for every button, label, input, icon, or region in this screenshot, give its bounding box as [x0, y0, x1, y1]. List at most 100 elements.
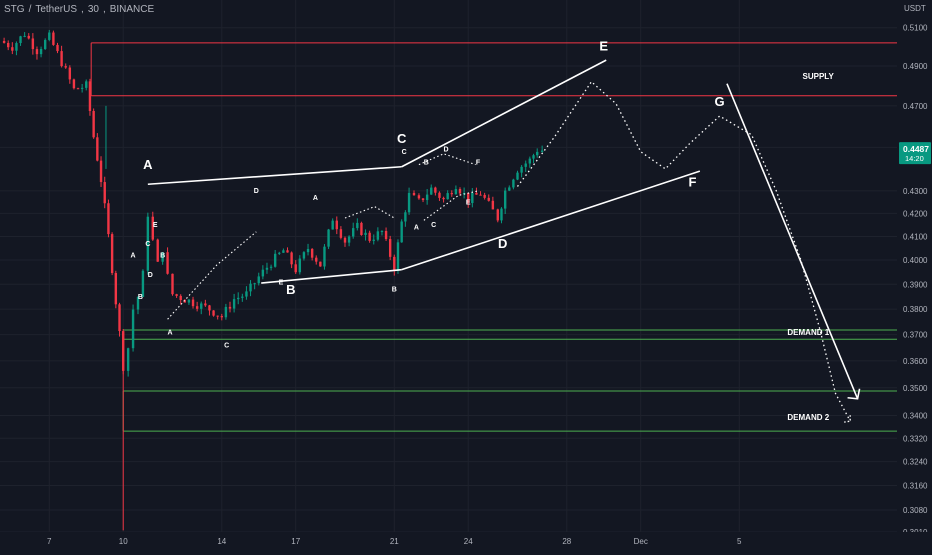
candle-body: [458, 189, 462, 194]
candle-body: [442, 197, 445, 200]
candle-body: [156, 239, 159, 262]
candle-body: [364, 232, 367, 235]
candle-body: [396, 242, 400, 271]
current-price-value: 0.4487: [903, 144, 929, 154]
candle-body: [43, 39, 47, 50]
price-axis-currency: USDT: [904, 4, 926, 13]
time-tick-label: 5: [737, 537, 742, 546]
candle-body: [282, 250, 285, 253]
price-tick-label: 0.4200: [903, 209, 928, 218]
candle-body: [261, 269, 265, 277]
price-axis[interactable]: USDT0.51000.49000.47000.45000.43000.4200…: [897, 0, 932, 550]
wave-label-minor: E: [153, 222, 158, 229]
candle-body: [425, 194, 429, 201]
candle-body: [39, 49, 43, 55]
candle-body: [306, 248, 310, 253]
candle-body: [68, 67, 72, 80]
triangle-top: [147, 165, 402, 186]
symbol-separator: /: [28, 4, 32, 15]
current-price-tag: [899, 142, 931, 165]
symbol-interval[interactable]: 30: [87, 4, 99, 15]
wave-label-minor: B: [138, 294, 143, 301]
candle-body: [380, 230, 384, 232]
candle-body: [331, 220, 334, 230]
time-axis-background: [0, 532, 932, 550]
channel-bottom: [401, 170, 701, 271]
candle-body: [7, 42, 10, 48]
candle-body: [191, 299, 195, 307]
candle-body: [536, 151, 539, 156]
price-tick-label: 0.3500: [903, 384, 928, 393]
candle-body: [400, 221, 403, 243]
candle-body: [347, 236, 351, 243]
candle-body: [388, 239, 392, 257]
candle-body: [450, 193, 453, 195]
price-tick-label: 0.4700: [903, 102, 928, 111]
candle-body: [72, 79, 76, 89]
candle-body: [434, 187, 437, 193]
candle-body: [56, 44, 59, 52]
candle-body: [384, 230, 388, 240]
price-tick-label: 0.3700: [903, 331, 928, 340]
candle-body: [393, 256, 396, 271]
candle-body: [216, 315, 219, 317]
price-tick-label: 0.4000: [903, 256, 928, 265]
wave-label-major: B: [286, 282, 295, 297]
symbol-exchange[interactable]: BINANCE: [109, 4, 155, 15]
candle-countdown: 14:20: [905, 154, 924, 163]
candle-body: [19, 36, 22, 44]
candle-body: [412, 192, 416, 196]
candle-body: [141, 270, 145, 297]
candle-body: [372, 239, 375, 241]
wave-label-minor: A: [414, 224, 419, 231]
candle-body: [516, 172, 519, 180]
candle-body: [237, 297, 240, 300]
time-axis[interactable]: 7 10 14 17 21 24 28 Dec 5: [0, 532, 932, 550]
time-tick-label: 10: [119, 537, 128, 546]
candle-body: [512, 179, 515, 188]
time-tick-label: 24: [464, 537, 473, 546]
candle-body: [467, 192, 470, 204]
candle-body: [508, 187, 511, 191]
candle-body: [245, 291, 248, 297]
candle-body: [126, 348, 130, 371]
candle-body: [438, 192, 441, 198]
wave-label-minor: E: [466, 199, 471, 206]
time-tick-label: 7: [47, 537, 52, 546]
candle-body: [114, 273, 118, 305]
candle-body: [278, 252, 281, 254]
wave-label-minor: E: [279, 279, 284, 286]
wave-label-minor: B: [424, 160, 429, 167]
candles: [2, 29, 544, 531]
candle-body: [151, 216, 154, 240]
candle-body: [35, 49, 39, 55]
symbol-name[interactable]: STG: [4, 4, 25, 15]
candle-body: [88, 81, 92, 111]
candle-body: [298, 258, 302, 273]
wave-label-minor: C: [402, 149, 407, 156]
symbol-pair[interactable]: TetherUS: [35, 4, 78, 15]
candle-body: [60, 51, 63, 67]
candle-body: [417, 195, 421, 199]
price-tick-label: 0.3600: [903, 357, 928, 366]
forecast-arrow: [726, 83, 859, 400]
symbol-header: STG / TetherUS, 30, BINANCE: [4, 4, 154, 15]
candle-body: [286, 250, 289, 253]
candle-body: [483, 194, 486, 198]
candle-body: [15, 43, 18, 51]
candle-body: [376, 231, 380, 240]
candle-body: [454, 189, 458, 195]
candle-body: [195, 306, 199, 309]
candle-body: [475, 192, 478, 195]
candle-body: [471, 192, 474, 204]
candle-body: [404, 212, 407, 222]
price-tick-label: 0.3400: [903, 411, 928, 420]
candle-body: [360, 222, 363, 235]
candle-body: [27, 35, 30, 39]
candle-body: [232, 299, 236, 309]
time-tick-label: 21: [390, 537, 399, 546]
candle-body: [500, 208, 503, 221]
